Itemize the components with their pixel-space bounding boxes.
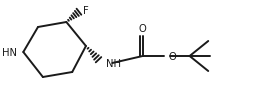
Text: F: F bbox=[83, 6, 89, 16]
Text: O: O bbox=[139, 24, 147, 34]
Text: NH: NH bbox=[106, 59, 121, 69]
Text: O: O bbox=[168, 52, 176, 62]
Text: HN: HN bbox=[2, 48, 17, 58]
